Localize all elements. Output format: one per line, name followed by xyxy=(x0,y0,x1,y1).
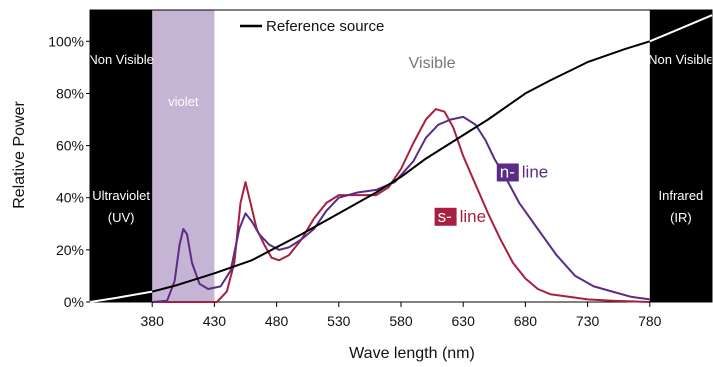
x-tick-label: 580 xyxy=(389,313,413,329)
x-tick-label: 630 xyxy=(452,313,476,329)
y-tick-label: 100% xyxy=(48,33,84,49)
s-line-logo: s-line xyxy=(434,207,486,226)
region-label-ir-abbr: (IR) xyxy=(670,210,692,225)
series-lines xyxy=(89,14,713,303)
region-label-uv-nonvisible: Non Visible xyxy=(88,52,154,67)
x-tick-label: 780 xyxy=(638,313,662,329)
axis-ticks: 380 430 480 530 580 630 680 730 780 0% 20% 40% 60% 80… xyxy=(48,33,662,329)
x-tick-label: 480 xyxy=(265,313,289,329)
x-axis-title: Wave length (nm) xyxy=(349,345,475,362)
region-visible xyxy=(152,10,650,302)
x-tick-label: 530 xyxy=(327,313,351,329)
region-uv xyxy=(90,10,153,302)
logo-badge-text: s- xyxy=(438,207,452,226)
y-axis-title: Relative Power xyxy=(11,101,28,209)
y-tick-label: 0% xyxy=(64,294,84,310)
logo-word: line xyxy=(522,162,548,181)
legend-label: Reference source xyxy=(266,18,384,35)
y-tick-label: 40% xyxy=(56,190,84,206)
x-tick-label: 680 xyxy=(514,313,538,329)
x-tick-label: 380 xyxy=(141,313,165,329)
y-tick-label: 60% xyxy=(56,138,84,154)
region-label-uv-name: Ultraviolet xyxy=(92,188,150,203)
logo-badge xyxy=(496,163,519,182)
region-ir xyxy=(649,10,712,302)
logo-word: line xyxy=(460,207,486,226)
y-tick-label: 80% xyxy=(56,85,84,101)
n-line-logo: n-line xyxy=(496,162,548,182)
region-label-uv-abbr: (UV) xyxy=(108,210,135,225)
region-label-ir-name: Infrared xyxy=(658,188,703,203)
x-tick-label: 430 xyxy=(203,313,227,329)
region-label-ir-nonvisible: Non Visible xyxy=(648,52,713,67)
y-tick-label: 20% xyxy=(56,242,84,258)
series-line-n-line xyxy=(152,115,650,303)
series-line-s-line xyxy=(152,108,650,303)
series-line-reference-source xyxy=(89,14,713,303)
logo-badge xyxy=(434,207,457,226)
logo-badge-text: n- xyxy=(500,162,515,181)
series-line-reference-ir-segment xyxy=(649,14,713,43)
series-line-reference-uv-segment xyxy=(89,290,153,303)
x-tick-label: 730 xyxy=(576,313,600,329)
region-label-visible: Visible xyxy=(409,55,456,72)
legend: Reference source xyxy=(240,18,384,35)
spectral-regions: Visible violet Non Visible Ultraviolet (UV) N… xyxy=(88,10,713,302)
region-violet xyxy=(152,10,215,302)
region-label-violet: violet xyxy=(168,94,199,109)
